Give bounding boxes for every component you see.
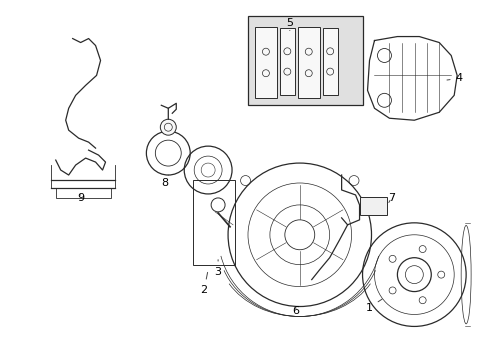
Bar [247,15,362,105]
Text: 6: 6 [292,306,299,316]
Text: 8: 8 [162,175,168,188]
Bar [359,197,386,215]
Bar [297,27,319,98]
Text: 7: 7 [387,193,394,203]
Text: 9: 9 [77,193,84,203]
Text: 3: 3 [214,260,221,276]
Text: 4: 4 [446,73,462,84]
Text: 5: 5 [286,18,293,31]
Text: 2: 2 [200,273,207,294]
Bar [56,188,110,198]
Text: 1: 1 [365,299,381,312]
Bar [279,28,294,95]
Bar [322,28,337,95]
Bar [254,27,276,98]
Circle shape [160,119,176,135]
Bar [193,180,235,265]
